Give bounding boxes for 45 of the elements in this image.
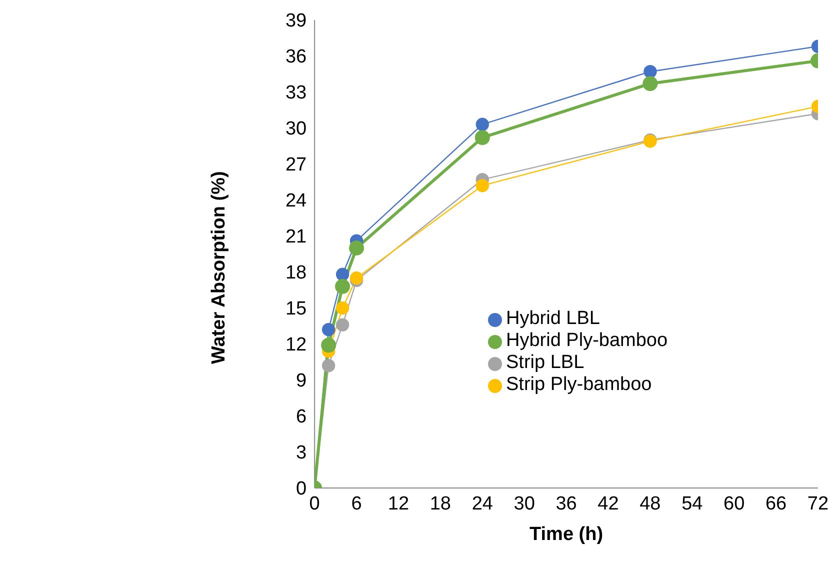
y-tick-label: 24 bbox=[285, 190, 308, 212]
legend-label: Hybrid Ply-bamboo bbox=[506, 330, 668, 351]
x-tick-label: 42 bbox=[598, 493, 619, 514]
point bbox=[335, 278, 350, 294]
point bbox=[476, 179, 489, 192]
point bbox=[322, 359, 336, 372]
x-tick-label: 18 bbox=[430, 493, 452, 514]
point bbox=[322, 323, 336, 336]
y-tick-label: 12 bbox=[285, 334, 307, 356]
x-axis-title: Time (h) bbox=[530, 524, 604, 545]
point bbox=[336, 301, 350, 315]
y-tick-label: 15 bbox=[285, 298, 307, 320]
y-tick-label: 0 bbox=[296, 478, 307, 500]
x-tick-label: 60 bbox=[724, 493, 745, 514]
point bbox=[349, 240, 364, 256]
y-tick-label: 3 bbox=[296, 442, 307, 464]
y-tick-label: 30 bbox=[285, 118, 307, 140]
legend-label: Hybrid LBL bbox=[506, 308, 600, 329]
y-tick-label: 27 bbox=[285, 154, 307, 176]
y-tick-label: 39 bbox=[285, 10, 307, 32]
y-tick-label: 18 bbox=[285, 262, 307, 284]
y-tick-label: 6 bbox=[296, 406, 307, 428]
legend-label: Strip LBL bbox=[506, 352, 584, 373]
point bbox=[336, 268, 350, 281]
point bbox=[474, 130, 490, 146]
x-tick-label: 6 bbox=[351, 493, 362, 514]
y-axis-title: Water Absorption (%) bbox=[208, 171, 230, 364]
x-tick-label: 12 bbox=[388, 493, 410, 514]
x-tick-label: 36 bbox=[556, 493, 577, 514]
point bbox=[350, 271, 364, 285]
y-tick-label: 9 bbox=[296, 370, 307, 392]
x-tick-label: 48 bbox=[640, 493, 661, 514]
x-tick-label: 54 bbox=[682, 493, 704, 514]
y-tick-label: 21 bbox=[285, 226, 307, 248]
point bbox=[336, 318, 350, 332]
y-tick-label: 33 bbox=[285, 82, 307, 104]
y-tick-label: 36 bbox=[285, 46, 307, 68]
x-tick-label: 24 bbox=[472, 493, 494, 514]
legend-label: Strip Ply-bamboo bbox=[506, 374, 652, 395]
x-tick-label: 0 bbox=[309, 493, 320, 514]
point bbox=[321, 338, 336, 353]
point bbox=[476, 118, 489, 131]
x-tick-label: 72 bbox=[807, 493, 829, 514]
x-tick-label: 30 bbox=[514, 493, 535, 514]
x-tick-label: 66 bbox=[765, 493, 787, 514]
